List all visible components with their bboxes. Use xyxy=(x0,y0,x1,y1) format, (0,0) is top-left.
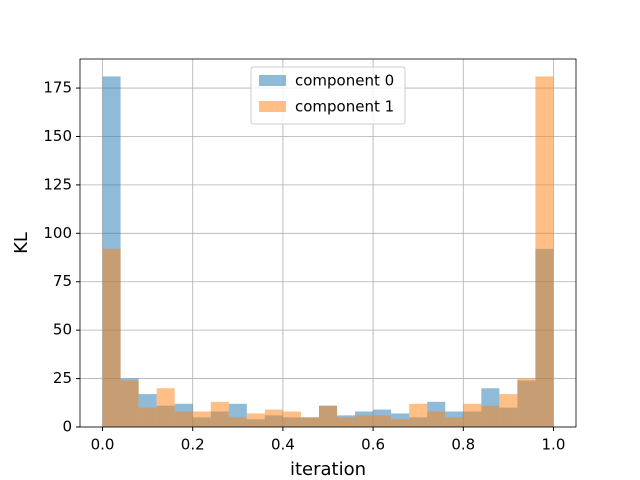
bar xyxy=(120,380,139,427)
y-axis-label: KL xyxy=(11,232,32,254)
x-tick-label: 0.4 xyxy=(271,436,295,454)
bar xyxy=(156,388,175,427)
y-tick-label: 125 xyxy=(43,175,72,193)
bar xyxy=(264,409,283,427)
bar xyxy=(427,411,446,427)
bar xyxy=(138,407,157,427)
legend-label: component 0 xyxy=(295,72,394,90)
y-tick-label: 25 xyxy=(53,369,72,387)
y-tick-label: 100 xyxy=(43,224,72,242)
x-axis-label: iteration xyxy=(290,459,366,480)
legend-swatch xyxy=(259,101,286,112)
y-tick-label: 50 xyxy=(53,321,72,339)
x-tick-label: 0.8 xyxy=(451,436,475,454)
bar xyxy=(481,405,500,427)
y-tick-label: 75 xyxy=(53,272,72,290)
bar xyxy=(282,411,301,427)
bar xyxy=(102,248,121,427)
bar xyxy=(318,405,338,427)
x-tick-label: 0.0 xyxy=(91,436,115,454)
bar xyxy=(445,417,464,427)
bar xyxy=(517,378,536,427)
bar xyxy=(535,76,554,427)
legend-swatch xyxy=(259,75,286,86)
x-tick-label: 1.0 xyxy=(542,436,566,454)
bar xyxy=(228,417,247,427)
bar xyxy=(337,417,356,427)
bar xyxy=(499,394,518,427)
legend-box xyxy=(250,66,406,125)
bar xyxy=(463,403,482,427)
bar xyxy=(391,419,410,427)
bar xyxy=(409,403,428,427)
bar xyxy=(192,411,211,427)
bar xyxy=(300,417,319,427)
bar xyxy=(246,413,265,427)
y-tick-label: 150 xyxy=(43,127,72,145)
bar xyxy=(373,415,392,427)
bar xyxy=(355,415,374,427)
plot-frame xyxy=(79,58,577,428)
x-tick-label: 0.6 xyxy=(361,436,385,454)
bar xyxy=(174,411,193,427)
x-tick-label: 0.2 xyxy=(181,436,205,454)
legend: component 0 component 1 xyxy=(250,66,406,125)
y-tick-label: 175 xyxy=(43,79,72,97)
y-tick-label: 0 xyxy=(62,418,72,436)
legend-label: component 1 xyxy=(295,98,394,116)
bar xyxy=(210,401,229,427)
